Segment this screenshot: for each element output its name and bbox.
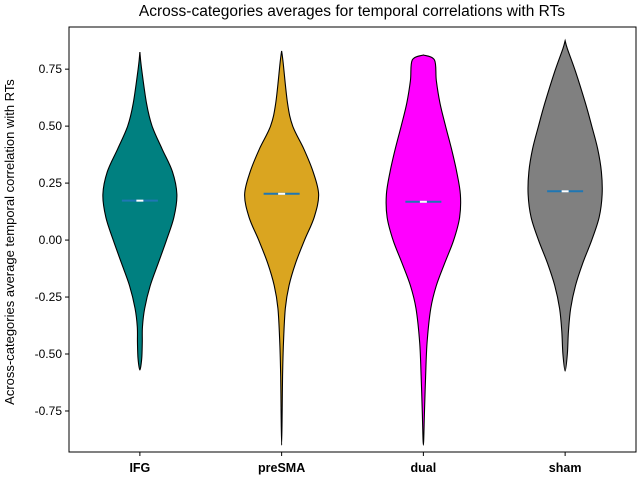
y-tick-label: 0.00	[39, 233, 63, 247]
y-tick-label: -0.50	[35, 347, 63, 361]
y-tick-label: 0.25	[39, 176, 63, 190]
y-tick-label: 0.75	[39, 62, 63, 76]
violin-presma	[244, 50, 320, 446]
x-tick-label-dual: dual	[411, 461, 437, 475]
y-tick-label: -0.25	[35, 290, 63, 304]
axes-layer: 0.75 0.50 0.25 0.00 -0.25 -0.50 -0.75 IFG preSMA…	[35, 26, 637, 475]
x-tick-label-presma: preSMA	[258, 461, 305, 475]
x-tick-label-ifg: IFG	[129, 461, 150, 475]
y-axis-label: Across-categories average temporal corre…	[2, 79, 17, 405]
x-tick-label-sham: sham	[549, 461, 582, 475]
y-tick-label: -0.75	[35, 404, 63, 418]
y-tick-label: 0.50	[39, 119, 63, 133]
violin-dual	[385, 54, 462, 446]
chart-title: Across-categories averages for temporal …	[139, 3, 565, 20]
violin-ifg	[102, 52, 178, 371]
plot-frame	[68, 26, 637, 453]
violins-layer	[102, 38, 603, 446]
violin-sham	[527, 38, 603, 372]
